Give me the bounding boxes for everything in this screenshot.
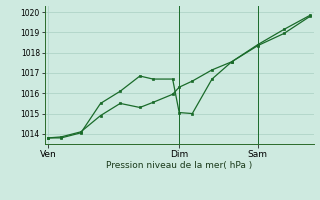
- X-axis label: Pression niveau de la mer( hPa ): Pression niveau de la mer( hPa ): [106, 161, 252, 170]
